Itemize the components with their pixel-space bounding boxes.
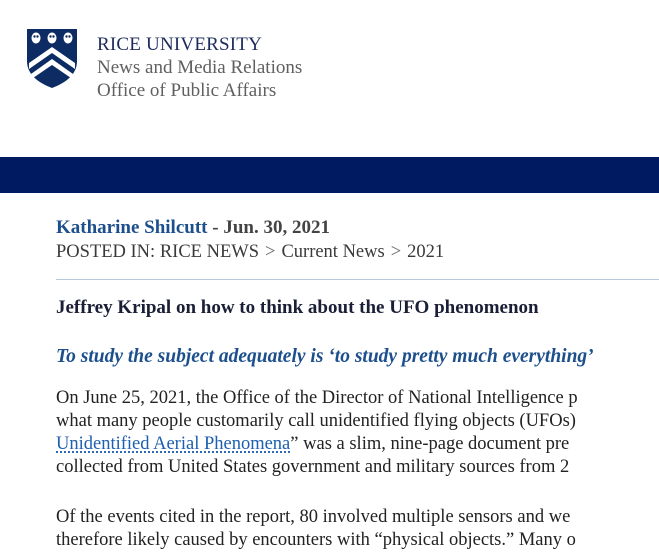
article-subheadline: To study the subject adequately is ‘to s…: [56, 346, 594, 367]
office-name: Office of Public Affairs: [97, 80, 277, 101]
byline-separator: -: [207, 217, 224, 238]
breadcrumb-2021[interactable]: 2021: [407, 242, 445, 262]
author-link[interactable]: Katharine Shilcutt: [56, 217, 208, 238]
breadcrumb-current-news[interactable]: Current News: [281, 242, 385, 262]
posted-in-label: POSTED IN:: [56, 242, 156, 262]
paragraph-line: therefore likely caused by encounters wi…: [56, 530, 576, 550]
uap-report-link[interactable]: Unidentified Aerial Phenomena: [56, 434, 291, 454]
paragraph-line: On June 25, 2021, the Office of the Dire…: [56, 388, 578, 408]
rice-shield-logo-icon[interactable]: [25, 27, 79, 89]
department-name: News and Media Relations: [97, 57, 303, 78]
breadcrumb: POSTED IN: RICE NEWS > Current News >2021: [56, 241, 659, 264]
breadcrumb-rice-news[interactable]: RICE NEWS: [159, 242, 259, 262]
paragraph-text: ” was a slim, nine-page document pre: [290, 434, 570, 454]
paragraph-line: what many people customarily call uniden…: [56, 411, 576, 431]
publish-date: Jun. 30, 2021: [223, 217, 330, 238]
article: Katharine Shilcutt - Jun. 30, 2021 POSTE…: [56, 215, 659, 552]
article-headline: Jeffrey Kripal on how to think about the…: [56, 297, 539, 318]
paragraph-line: collected from United States government …: [56, 457, 570, 477]
paragraph-line: Of the events cited in the report, 80 in…: [56, 507, 571, 527]
breadcrumb-separator: >: [265, 242, 276, 262]
university-name[interactable]: RICE UNIVERSITY: [97, 34, 263, 55]
byline: Katharine Shilcutt - Jun. 30, 2021: [56, 215, 659, 241]
site-header: RICE UNIVERSITY News and Media Relations…: [0, 0, 659, 157]
paragraph-line: Unidentified Aerial Phenomena” was a sli…: [56, 433, 659, 456]
breadcrumb-separator: >: [390, 242, 402, 262]
org-block: RICE UNIVERSITY News and Media Relations…: [97, 33, 302, 102]
paragraph-2: Of the events cited in the report, 80 in…: [56, 506, 659, 552]
paragraph-1: On June 25, 2021, the Office of the Dire…: [56, 387, 659, 479]
navy-nav-band: [0, 157, 659, 193]
divider: [56, 279, 659, 280]
